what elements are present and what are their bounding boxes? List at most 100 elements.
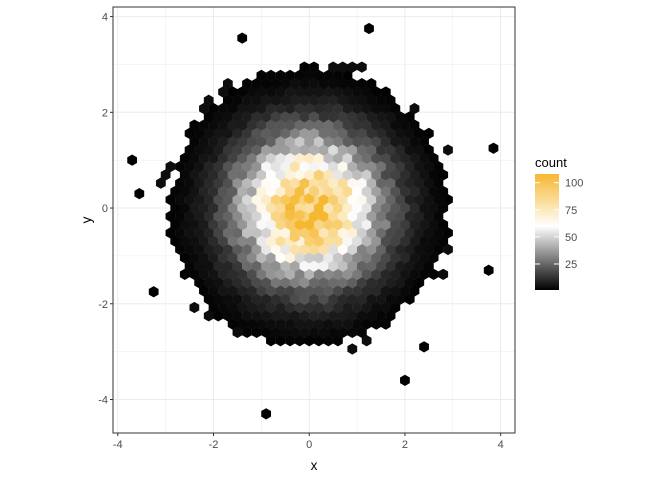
hex-cell — [352, 218, 362, 231]
hex-cell — [333, 185, 343, 198]
hex-cell — [266, 301, 276, 314]
hex-cell — [419, 218, 429, 231]
hex-cell — [242, 243, 252, 256]
hex-cell — [366, 260, 377, 272]
x-tick-label: 0 — [306, 439, 312, 451]
hex-cell — [323, 185, 334, 198]
hex-cell — [289, 243, 300, 256]
hex-cell — [323, 268, 334, 280]
hex-cell — [361, 202, 372, 214]
hex-cell — [390, 119, 401, 131]
hex-cell — [342, 202, 353, 214]
hex-cell — [232, 326, 243, 339]
hex-cell — [285, 301, 295, 314]
hex-cell — [270, 227, 281, 239]
hex-cell — [390, 185, 401, 198]
hex-cell — [256, 119, 267, 131]
hex-cell — [237, 136, 248, 148]
hex-cell — [294, 185, 305, 198]
hex-cell — [309, 227, 319, 239]
hex-cell — [199, 136, 209, 148]
hex-cell — [371, 218, 382, 231]
hex-cell — [179, 185, 190, 198]
hex-cell — [261, 144, 272, 156]
hex-cell — [313, 268, 324, 280]
hex-cell — [184, 144, 195, 156]
hex-cell — [246, 252, 257, 264]
hex-cell — [213, 227, 224, 239]
hex-cell — [371, 152, 382, 164]
hex-cell — [232, 293, 243, 305]
hex-cell — [237, 169, 248, 181]
hex-cell — [414, 210, 425, 222]
hex-cell — [404, 111, 415, 123]
y-tick-label: 4 — [102, 12, 108, 24]
hex-cell — [285, 285, 295, 297]
hex-cell — [208, 136, 219, 148]
hex-cell — [409, 169, 420, 181]
hex-cell — [337, 144, 348, 156]
hex-cell — [423, 260, 434, 272]
hex-cell — [414, 177, 425, 189]
hex-cell — [194, 243, 205, 256]
hex-cell — [232, 277, 243, 289]
hex-cell — [294, 169, 305, 181]
hex-cell — [256, 102, 267, 115]
hex-cell — [261, 227, 272, 239]
hex-cell — [227, 235, 238, 247]
hex-cell — [433, 210, 444, 222]
hex-cell — [289, 160, 300, 173]
hex-cell — [294, 152, 305, 164]
hex-cell — [160, 169, 171, 181]
hex-cell — [270, 260, 281, 272]
hex-cell — [256, 268, 267, 280]
hex-cell — [294, 318, 305, 330]
hex-cell — [404, 227, 415, 239]
hex-cell — [309, 293, 319, 305]
hex-cell — [213, 111, 224, 123]
hex-cell — [179, 252, 190, 264]
hex-cell — [194, 227, 205, 239]
hex-cell — [203, 277, 214, 289]
legend-tick-label: 50 — [565, 232, 577, 244]
hex-cell — [270, 111, 281, 123]
hex-cell — [280, 177, 291, 189]
hex-cell — [313, 152, 324, 164]
hex-cell — [443, 144, 453, 156]
hex-cell — [356, 243, 367, 256]
hex-cell — [400, 185, 410, 198]
hex-cell — [352, 235, 362, 247]
hex-cell — [232, 210, 243, 222]
hex-cell — [352, 301, 362, 314]
hex-cell — [266, 169, 276, 181]
hex-cell — [175, 227, 185, 239]
hex-cell — [304, 69, 315, 82]
hex-cell — [309, 160, 319, 173]
hex-cell — [285, 86, 295, 98]
hex-cell — [390, 235, 401, 247]
hex-cell — [266, 235, 276, 247]
hex-cell — [390, 136, 401, 148]
hex-cell — [246, 86, 257, 98]
hex-cell — [333, 218, 343, 231]
hex-cell — [280, 127, 291, 140]
hex-cell — [419, 341, 429, 353]
hex-cell — [380, 285, 391, 297]
hex-cell — [337, 111, 348, 123]
hex-cell — [313, 252, 324, 264]
hex-cell — [299, 111, 310, 123]
hex-cell — [304, 268, 315, 280]
hex-cell — [380, 136, 391, 148]
hex-cell — [423, 243, 434, 256]
hex-cell — [289, 293, 300, 305]
hex-cell — [395, 260, 406, 272]
hex-cell — [222, 111, 233, 123]
hex-cell — [419, 235, 429, 247]
hex-cell — [237, 152, 248, 164]
hex-cell — [222, 177, 233, 189]
hex-cell — [261, 408, 272, 420]
hex-cell — [342, 69, 353, 82]
hex-cell — [246, 218, 257, 231]
hex-cell — [438, 169, 449, 181]
hex-cell — [208, 268, 219, 280]
